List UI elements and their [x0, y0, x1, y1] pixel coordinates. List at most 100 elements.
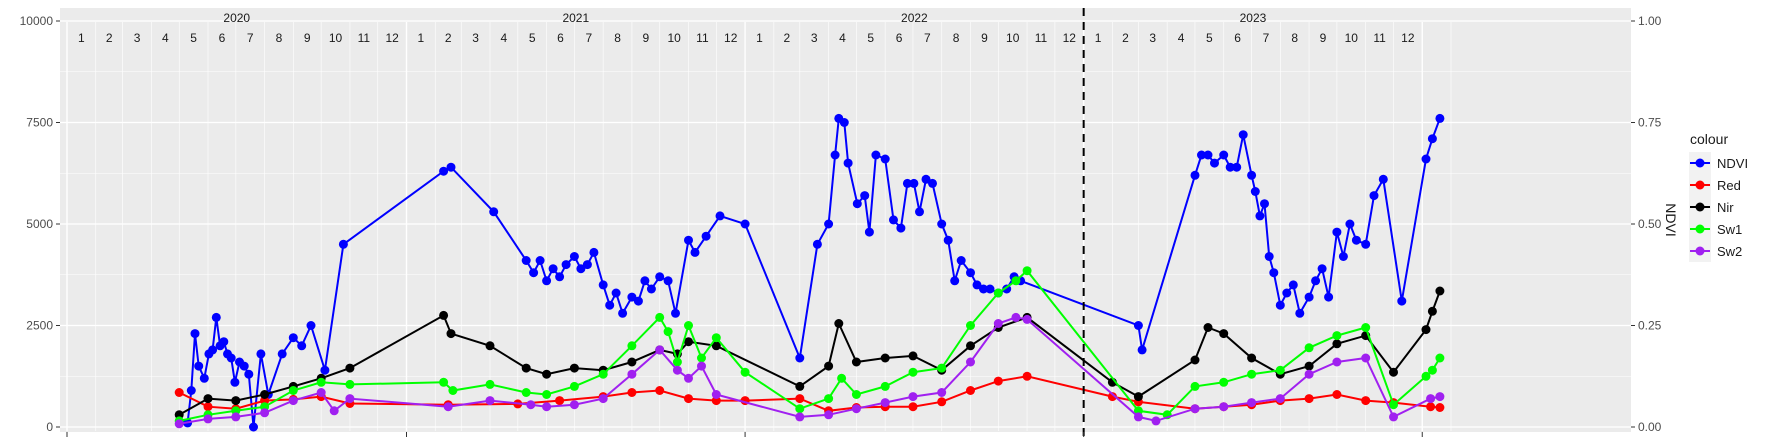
- series-point-sw2: [598, 394, 608, 404]
- legend-label: NDVI: [1717, 156, 1748, 171]
- series-point-sw2: [1426, 394, 1436, 404]
- month-tick-label: 2: [106, 31, 113, 45]
- series-point-red: [993, 376, 1003, 386]
- series-point-ndvi: [226, 353, 236, 363]
- series-point-sw2: [880, 398, 890, 408]
- series-point-sw2: [345, 394, 355, 404]
- series-point-ndvi: [1427, 134, 1437, 144]
- series-point-ndvi: [1247, 170, 1257, 180]
- series-point-sw1: [1435, 353, 1445, 363]
- series-point-ndvi: [542, 276, 552, 286]
- series-point-sw1: [1022, 266, 1032, 276]
- series-point-ndvi: [839, 118, 849, 127]
- series-point-nir: [1190, 355, 1200, 365]
- series-point-sw2: [1133, 412, 1143, 422]
- legend-label: Nir: [1717, 200, 1734, 215]
- series-point-sw1: [627, 341, 637, 351]
- month-tick-label: 10: [1345, 31, 1359, 45]
- series-point-ndvi: [1197, 150, 1206, 160]
- series-point-ndvi: [186, 386, 196, 395]
- series-point-ndvi: [1255, 211, 1265, 221]
- month-tick-label: 3: [811, 31, 818, 45]
- series-point-sw2: [1389, 412, 1398, 422]
- series-point-ndvi: [701, 231, 711, 241]
- month-tick-label: 6: [896, 31, 903, 45]
- series-point-ndvi: [937, 219, 947, 229]
- month-tick-label: 3: [472, 31, 479, 45]
- series-point-nir: [966, 341, 975, 351]
- series-point-ndvi: [1397, 296, 1407, 306]
- series-point-ndvi: [249, 422, 258, 432]
- series-point-sw2: [684, 373, 693, 383]
- series-point-ndvi: [605, 300, 615, 310]
- series-point-sw2: [569, 400, 579, 410]
- series-point-ndvi: [208, 345, 218, 355]
- series-point-red: [1107, 392, 1117, 402]
- series-point-ndvi: [915, 207, 924, 217]
- series-point-sw1: [655, 312, 665, 322]
- series-point-sw2: [1219, 402, 1229, 412]
- series-point-sw2: [937, 388, 947, 397]
- series-point-red: [684, 394, 693, 404]
- series-point-nir: [824, 361, 834, 371]
- series-point-nir: [231, 396, 241, 406]
- series-point-sw2: [316, 388, 326, 397]
- series-point-ndvi: [569, 252, 579, 261]
- series-point-sw1: [684, 321, 693, 330]
- series-point-red: [908, 402, 918, 412]
- series-point-ndvi: [1317, 264, 1327, 274]
- series-point-nir: [1203, 323, 1213, 332]
- series-point-ndvi: [966, 268, 975, 278]
- series-point-sw2: [655, 345, 665, 355]
- series-point-ndvi: [320, 365, 330, 375]
- series-point-ndvi: [943, 235, 953, 245]
- series-point-red: [1435, 403, 1445, 412]
- series-point-sw2: [485, 396, 495, 406]
- series-point-sw2: [1011, 312, 1021, 322]
- series-point-sw1: [1011, 276, 1021, 286]
- series-point-ndvi: [297, 341, 307, 351]
- series-point-ndvi: [640, 276, 650, 286]
- series-point-sw1: [937, 363, 947, 373]
- series-point-ndvi: [1264, 252, 1274, 261]
- series-point-ndvi: [1332, 227, 1342, 237]
- series-point-nir: [569, 363, 579, 373]
- legend-key-point: [1695, 224, 1705, 234]
- series-point-sw1: [795, 404, 805, 414]
- month-tick-label: 12: [1063, 31, 1077, 45]
- month-tick-label: 11: [696, 31, 709, 45]
- series-point-ndvi: [576, 264, 586, 274]
- series-point-ndvi: [239, 361, 249, 371]
- series-point-nir: [1332, 339, 1342, 349]
- series-point-sw2: [526, 400, 536, 410]
- series-point-ndvi: [1232, 162, 1242, 172]
- series-point-red: [1304, 394, 1314, 404]
- series-point-sw2: [174, 419, 184, 429]
- month-tick-label: 7: [1263, 31, 1270, 45]
- month-tick-label: 12: [1401, 31, 1415, 45]
- legend-key-point: [1695, 180, 1705, 190]
- series-point-red: [795, 394, 805, 404]
- series-point-ndvi: [1238, 130, 1248, 140]
- month-tick-label: 4: [501, 31, 508, 45]
- series-point-sw2: [542, 402, 552, 412]
- month-tick-label: 2: [783, 31, 790, 45]
- series-point-sw2: [1435, 392, 1445, 402]
- month-tick-label: 9: [1320, 31, 1327, 45]
- series-point-nir: [446, 329, 456, 339]
- series-point-ndvi: [190, 329, 200, 339]
- series-point-ndvi: [1295, 308, 1305, 318]
- series-point-ndvi: [921, 174, 931, 184]
- series-point-sw2: [329, 406, 339, 416]
- series-point-red: [966, 386, 975, 395]
- series-point-nir: [260, 390, 270, 399]
- month-tick-label: 12: [724, 31, 738, 45]
- series-point-ndvi: [219, 337, 229, 347]
- series-point-ndvi: [928, 178, 937, 188]
- series-point-red: [555, 396, 565, 406]
- series-point-sw2: [1151, 416, 1161, 426]
- series-point-red: [174, 388, 184, 397]
- series-point-ndvi: [909, 178, 919, 188]
